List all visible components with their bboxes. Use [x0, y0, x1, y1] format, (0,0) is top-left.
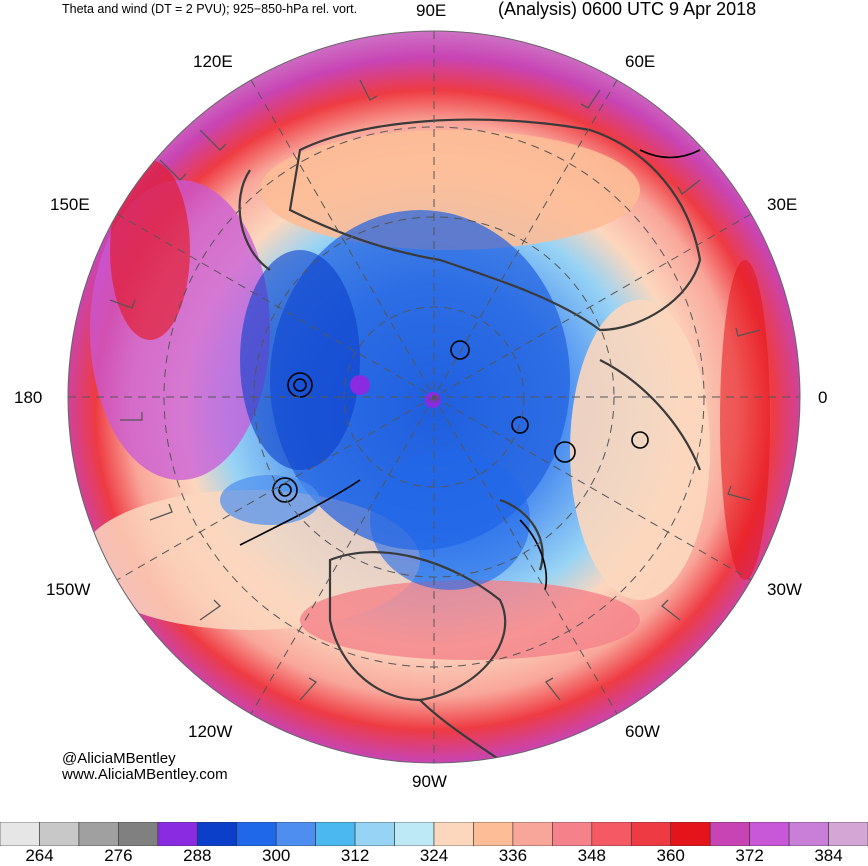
- colorbar-tick-label: 324: [419, 846, 449, 865]
- cold-lobe-pacific: [220, 475, 320, 525]
- lon-label-30e: 30E: [767, 195, 798, 214]
- colorbar-bin: [236, 822, 277, 846]
- colorbar-bin: [196, 822, 238, 846]
- lon-label-150e: 150E: [50, 195, 90, 214]
- colorbar-tick-label: 336: [498, 846, 528, 865]
- lon-label-120e: 120E: [193, 52, 233, 71]
- min-theta-spot-2: [425, 392, 441, 408]
- colorbar-tick-label: 360: [656, 846, 685, 865]
- colorbar-tick-label: 300: [262, 846, 291, 865]
- jet-core-west: [110, 160, 190, 340]
- colorbar-bin: [512, 822, 553, 846]
- colorbar-bin: [315, 822, 356, 846]
- warm-region-atlantic: [570, 300, 710, 600]
- colorbar-bin: [630, 822, 672, 846]
- lon-label-60w: 60W: [625, 722, 660, 741]
- map-title-left: Theta and wind (DT = 2 PVU); 925−850-hPa…: [62, 2, 358, 16]
- lon-label-60e: 60E: [625, 52, 656, 71]
- coastlines: [238, 118, 702, 761]
- colorbar-bin: [394, 822, 435, 846]
- map-title-right: (Analysis) 0600 UTC 9 Apr 2018: [498, 0, 757, 19]
- colorbar-tick-label: 384: [814, 846, 843, 865]
- colorbar-bin: [433, 822, 474, 846]
- colorbar-bin: [78, 822, 119, 846]
- wind-barbs: [109, 79, 761, 701]
- colorbar-bin: [473, 822, 514, 846]
- lon-label-150w: 150W: [46, 580, 91, 599]
- credit-handle: @AliciaMBentley: [62, 750, 176, 767]
- colorbar-bin: [749, 822, 790, 846]
- colorbar-bin: [552, 822, 593, 846]
- cold-lobe-south: [370, 450, 530, 590]
- colorbar-bin: [670, 822, 711, 846]
- colorbar-tick-label: 372: [735, 846, 764, 865]
- lat-lon-grid: [68, 31, 800, 763]
- colorbar: [0, 822, 868, 846]
- colorbar-bin: [591, 822, 632, 846]
- polar-map: [67, 30, 801, 764]
- lon-label-120w: 120W: [188, 722, 233, 741]
- warm-region-pacific: [80, 490, 420, 630]
- credit-website: www.AliciaMBentley.com: [62, 766, 228, 783]
- colorbar-bin: [354, 822, 395, 846]
- min-theta-spot-1: [350, 375, 370, 395]
- colorbar-bin: [0, 822, 40, 846]
- warm-region-eurasia: [260, 130, 640, 250]
- colorbar-bin: [828, 822, 868, 846]
- lon-label-180: 180: [14, 388, 43, 407]
- lon-label-90e: 90E: [416, 1, 447, 20]
- colorbar-bin: [157, 822, 198, 846]
- colorbar-tick-label: 348: [577, 846, 606, 865]
- colorbar-tick-label: 288: [183, 846, 212, 865]
- lon-label-90w: 90W: [412, 772, 447, 791]
- lon-label-0: 0: [818, 388, 828, 407]
- colorbar-bin: [788, 822, 829, 846]
- colorbar-tick-label: 276: [104, 846, 133, 865]
- colorbar-bin: [39, 822, 80, 846]
- lon-label-30w: 30W: [767, 580, 802, 599]
- map-boundary: [67, 30, 801, 764]
- colorbar-tick-label: 312: [340, 846, 370, 865]
- colorbar-tick-label: 264: [25, 846, 54, 865]
- colorbar-bin: [275, 822, 316, 846]
- warm-band-america: [300, 580, 640, 660]
- jet-core-east: [720, 260, 770, 580]
- colorbar-bin: [118, 822, 159, 846]
- cold-lobe-west: [240, 250, 360, 470]
- colorbar-bin: [709, 822, 750, 846]
